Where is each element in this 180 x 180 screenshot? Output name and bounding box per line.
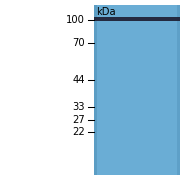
Bar: [177, 5, 180, 175]
Text: 22: 22: [72, 127, 85, 137]
Text: 70: 70: [72, 38, 85, 48]
Bar: [94, 5, 97, 175]
Bar: [94, 18, 180, 20]
Bar: [94, 17, 180, 21]
Text: 33: 33: [72, 102, 85, 112]
Bar: [94, 5, 180, 175]
Text: 100: 100: [66, 15, 85, 25]
Text: 27: 27: [72, 115, 85, 125]
Text: 44: 44: [72, 75, 85, 85]
Text: kDa: kDa: [96, 7, 116, 17]
